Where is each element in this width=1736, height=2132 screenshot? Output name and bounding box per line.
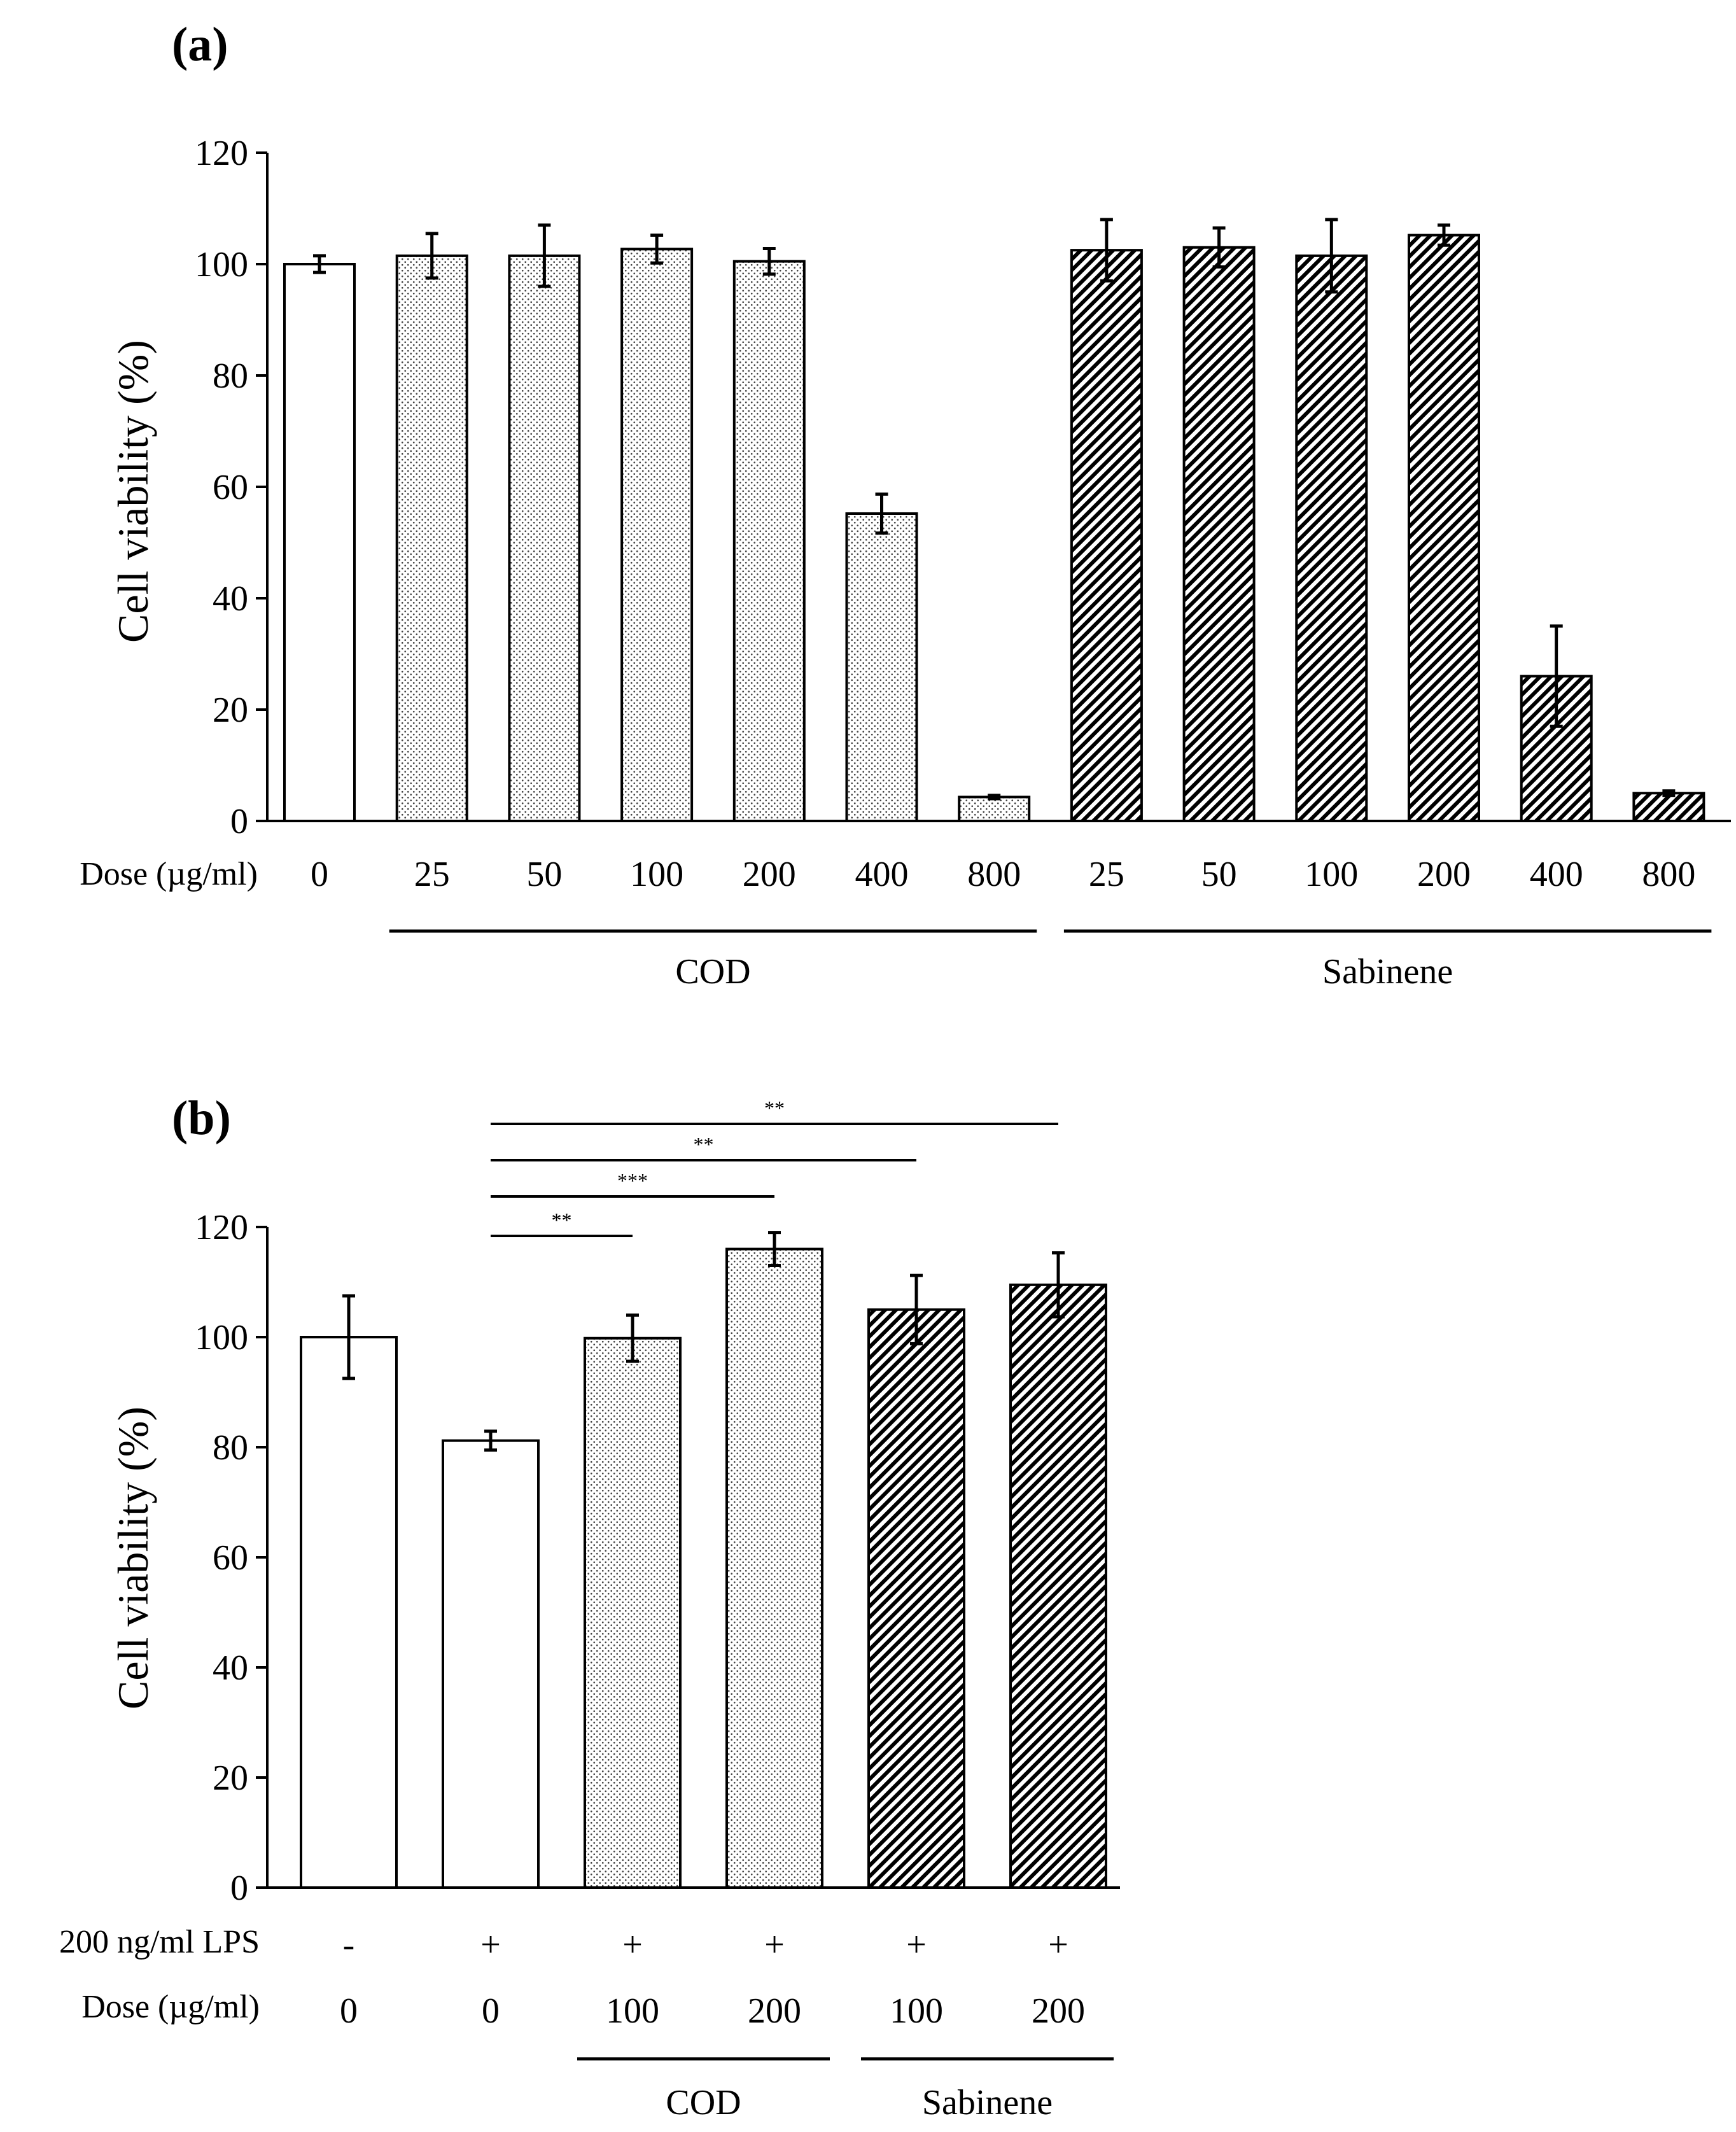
panel-a-category-label-0: 0	[311, 855, 328, 894]
panel-a-bar-8	[1182, 246, 1256, 822]
panel-a-y-tick-label-0: 0	[230, 802, 248, 841]
panel-b-bars	[300, 1247, 1107, 1890]
panel-b-lps-sign-3: +	[764, 1925, 785, 1965]
panel-b-y-tick-label-60: 60	[213, 1538, 248, 1578]
panel-b-significance-label-0: **	[552, 1209, 572, 1231]
panel-b-y-ticks: 0 20 40 60 80 100 120	[195, 1208, 267, 1908]
panel-a-category-label-1: 25	[414, 855, 450, 894]
panel-a-category-label-10: 200	[1417, 855, 1471, 894]
panel-a-y-tick-label-120: 120	[195, 134, 248, 173]
panel-b-bar-0	[300, 1336, 398, 1889]
panel-b-significance-label-1: ***	[617, 1169, 648, 1192]
panel-b-chart: (b) Cell viability (%) 200 ng/ml LPS Dos…	[59, 1091, 1120, 2122]
panel-a-category-label-4: 200	[743, 855, 796, 894]
panel-a-category-label-8: 50	[1201, 855, 1237, 894]
panel-b-category-labels: 0 0 100 200 100 200	[340, 1991, 1085, 2031]
panel-b-dose-row-label: Dose (µg/ml)	[81, 1989, 260, 2025]
panel-b-y-axis-title: Cell viability (%)	[109, 1406, 157, 1709]
panel-a-error-bars	[313, 218, 1676, 801]
panel-a-y-tick-label-80: 80	[213, 356, 248, 396]
panel-b-y-tick-label-40: 40	[213, 1648, 248, 1688]
panel-b-significance-label-3: **	[764, 1097, 785, 1119]
panel-a-bar-5	[845, 512, 918, 822]
panel-a-label: (a)	[172, 18, 228, 71]
panel-b-y-tick-label-20: 20	[213, 1758, 248, 1798]
panel-b-label: (b)	[172, 1091, 231, 1145]
panel-a-y-tick-label-100: 100	[195, 245, 248, 284]
panel-a-bar-7	[1070, 249, 1143, 822]
panel-b-y-tick-label-80: 80	[213, 1428, 248, 1468]
panel-b-lps-sign-0: -	[343, 1925, 355, 1965]
panel-b-bar-4	[867, 1308, 965, 1889]
panel-a-bar-10	[1408, 234, 1480, 822]
panel-b-significance: *********	[491, 1097, 1058, 1237]
panel-a-y-tick-label-40: 40	[213, 579, 248, 619]
panel-a-category-labels: 0 25 50 100 200 400 800 25 50 100 200 400 800	[311, 855, 1695, 894]
panel-a-category-label-9: 100	[1305, 855, 1358, 894]
panel-a-bars	[283, 234, 1705, 822]
panel-b-lps-sign-1: +	[480, 1925, 501, 1965]
panel-a-y-axis-title: Cell viability (%)	[109, 340, 157, 643]
panel-a-bar-3	[620, 248, 694, 822]
panel-a-dose-row-label: Dose (µg/ml)	[80, 856, 258, 892]
panel-b-category-label-0: 0	[340, 1991, 358, 2031]
panel-b-lps-row-label: 200 ng/ml LPS	[59, 1924, 260, 1960]
panel-a-category-label-2: 50	[526, 855, 562, 894]
panel-a-category-label-6: 800	[967, 855, 1021, 894]
panel-b-category-label-3: 200	[748, 1991, 801, 2031]
panel-b-group-brackets: COD Sabinene	[577, 2057, 1114, 2122]
panel-a-bar-9	[1295, 254, 1368, 822]
panel-b-lps-sign-4: +	[906, 1925, 927, 1965]
panel-b-category-label-4: 100	[890, 1991, 943, 2031]
panel-a-y-ticks: 0 20 40 60 80 100 120	[195, 134, 267, 841]
panel-b-lps-sign-2: +	[622, 1925, 643, 1965]
panel-a-bar-0	[283, 263, 356, 822]
panel-b-bar-3	[725, 1247, 823, 1889]
panel-a-y-tick-label-20: 20	[213, 691, 248, 730]
panel-a-category-label-3: 100	[630, 855, 683, 894]
panel-a-bar-12	[1632, 792, 1705, 822]
panel-a-bar-4	[732, 260, 806, 822]
panel-a-y-tick-label-60: 60	[213, 468, 248, 507]
panel-b-lps-row: - + + + + +	[343, 1925, 1068, 1965]
panel-a-category-label-5: 400	[855, 855, 909, 894]
panel-a-category-label-7: 25	[1089, 855, 1124, 894]
panel-b-bar-1	[442, 1439, 540, 1890]
panel-b-category-label-1: 0	[482, 1991, 500, 2031]
panel-a-group-label-0: COD	[675, 952, 750, 992]
panel-b-y-tick-label-0: 0	[230, 1869, 248, 1908]
panel-b-error-bars	[342, 1231, 1065, 1452]
panel-a-bar-6	[958, 796, 1031, 822]
panel-b-y-tick-label-120: 120	[195, 1208, 248, 1247]
panel-b-bar-5	[1009, 1283, 1107, 1889]
panel-b-y-tick-label-100: 100	[195, 1318, 248, 1357]
panel-a-bar-2	[508, 254, 581, 822]
panel-b-group-label-0: COD	[666, 2083, 741, 2122]
panel-a-chart: (a) Cell viability (%) Dose (µg/ml) 0 20 4…	[80, 18, 1731, 992]
panel-a-group-brackets: COD Sabinene	[389, 929, 1712, 992]
panel-b-group-label-1: Sabinene	[922, 2083, 1053, 2122]
panel-a-group-label-1: Sabinene	[1322, 952, 1453, 992]
panel-b-lps-sign-5: +	[1048, 1925, 1068, 1965]
panel-b-category-label-5: 200	[1032, 1991, 1085, 2031]
panel-a-category-label-12: 800	[1642, 855, 1695, 894]
panel-a-category-label-11: 400	[1530, 855, 1583, 894]
panel-a-bar-1	[395, 254, 468, 822]
panel-b-significance-label-2: **	[694, 1133, 714, 1156]
panel-b-category-label-2: 100	[606, 1991, 659, 2031]
panel-b-bar-2	[584, 1336, 682, 1889]
